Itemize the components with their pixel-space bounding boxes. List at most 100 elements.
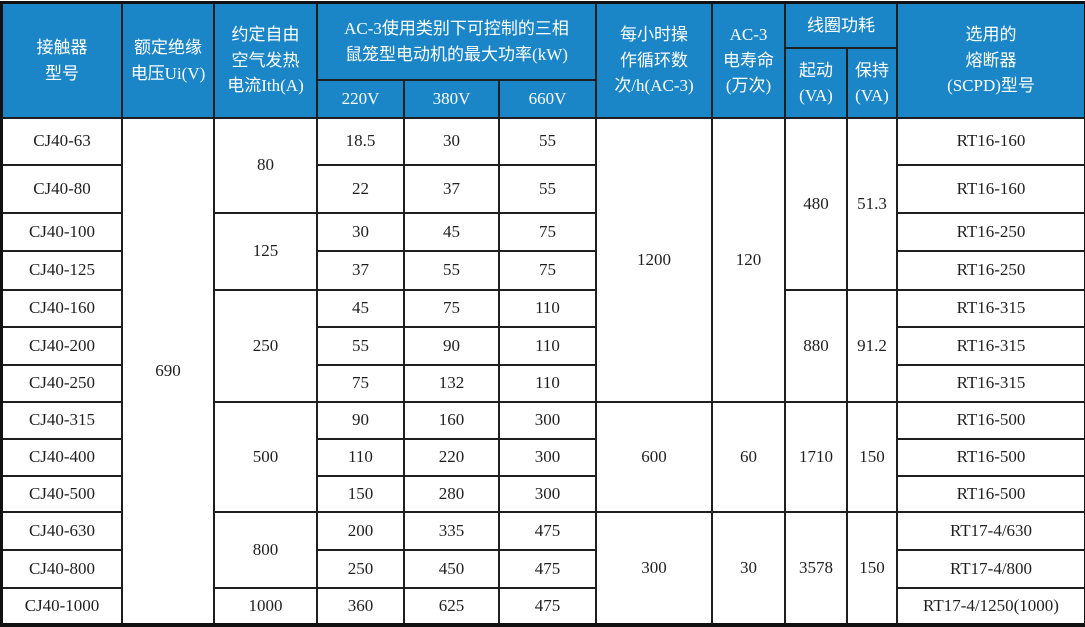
body-cell-cycles-600: 600 — [597, 403, 711, 511]
body-cell-p220-r1: 18.5 — [318, 119, 403, 164]
body-cell-ith-800: 800 — [215, 513, 316, 587]
body-cell-ui-voltage-690: 690 — [123, 119, 213, 623]
body-cell-p380-r13: 625 — [405, 589, 498, 623]
body-cell-fuse-r2: RT16-160 — [898, 166, 1084, 212]
body-cell-p220-r4: 37 — [318, 252, 403, 289]
body-cell-model-cj40-1000: CJ40-1000 — [3, 589, 121, 623]
body-cell-model-cj40-500: CJ40-500 — [3, 477, 121, 511]
body-cell-p380-r6: 90 — [405, 328, 498, 364]
body-cell-fuse-r1: RT16-160 — [898, 119, 1084, 164]
body-cell-p220-r2: 22 — [318, 166, 403, 212]
body-cell-fuse-r3: RT16-250 — [898, 214, 1084, 250]
header-cell-col-380v: 380V — [405, 81, 498, 117]
body-cell-pickup-1710: 1710 — [786, 403, 846, 511]
body-cell-p220-r10: 150 — [318, 477, 403, 511]
body-cell-p380-r3: 45 — [405, 214, 498, 250]
body-cell-ith-1000: 1000 — [215, 589, 316, 623]
body-cell-p660-r10: 300 — [500, 477, 595, 511]
body-cell-pickup-3578: 3578 — [786, 513, 846, 623]
body-cell-hold-91-2: 91.2 — [848, 291, 896, 401]
body-cell-life-30: 30 — [713, 513, 784, 623]
body-cell-cycles-1200: 1200 — [597, 119, 711, 401]
body-cell-p220-r5: 45 — [318, 291, 403, 326]
header-cell-col-220v: 220V — [318, 81, 403, 117]
body-cell-model-cj40-800: CJ40-800 — [3, 551, 121, 587]
body-cell-p660-r9: 300 — [500, 440, 595, 475]
body-cell-p660-r8: 300 — [500, 403, 595, 438]
body-cell-p220-r3: 30 — [318, 214, 403, 250]
body-cell-p220-r11: 200 — [318, 513, 403, 549]
header-cell-col-660v: 660V — [500, 81, 595, 117]
header-cell-col-ac3-max-motor-power: AC-3使用类别下可控制的三相 鼠笼型电动机的最大功率(kW) — [318, 4, 595, 79]
header-cell-col-rated-insulation-voltage: 额定绝缘 电压Ui(V) — [123, 4, 213, 117]
body-cell-p220-r13: 360 — [318, 589, 403, 623]
header-cell-col-recommended-fuse: 选用的 熔断器 (SCPD)型号 — [898, 4, 1084, 117]
body-cell-model-cj40-63: CJ40-63 — [3, 119, 121, 164]
body-cell-model-cj40-80: CJ40-80 — [3, 166, 121, 212]
body-cell-fuse-r13: RT17-4/1250(1000) — [898, 589, 1084, 623]
body-cell-fuse-r9: RT16-500 — [898, 440, 1084, 475]
body-cell-p220-r7: 75 — [318, 366, 403, 401]
header-cell-col-operating-cycles-per-hour: 每小时操 作循环数 次/h(AC-3) — [597, 4, 711, 117]
body-cell-p660-r5: 110 — [500, 291, 595, 326]
body-cell-p220-r6: 55 — [318, 328, 403, 364]
body-cell-fuse-r5: RT16-315 — [898, 291, 1084, 326]
body-cell-p660-r12: 475 — [500, 551, 595, 587]
body-cell-fuse-r6: RT16-315 — [898, 328, 1084, 364]
body-cell-p380-r8: 160 — [405, 403, 498, 438]
body-cell-p660-r7: 110 — [500, 366, 595, 401]
body-cell-hold-150-b: 150 — [848, 513, 896, 623]
body-cell-p380-r4: 55 — [405, 252, 498, 289]
body-cell-model-cj40-200: CJ40-200 — [3, 328, 121, 364]
body-cell-p660-r11: 475 — [500, 513, 595, 549]
body-cell-p380-r10: 280 — [405, 477, 498, 511]
body-cell-pickup-880: 880 — [786, 291, 846, 401]
body-cell-p380-r1: 30 — [405, 119, 498, 164]
body-cell-model-cj40-125: CJ40-125 — [3, 252, 121, 289]
body-cell-model-cj40-400: CJ40-400 — [3, 440, 121, 475]
body-cell-life-120: 120 — [713, 119, 784, 401]
body-cell-ith-125: 125 — [215, 214, 316, 289]
body-cell-p220-r8: 90 — [318, 403, 403, 438]
body-cell-p220-r12: 250 — [318, 551, 403, 587]
body-cell-fuse-r8: RT16-500 — [898, 403, 1084, 438]
body-cell-fuse-r10: RT16-500 — [898, 477, 1084, 511]
body-cell-p380-r9: 220 — [405, 440, 498, 475]
body-cell-p660-r2: 55 — [500, 166, 595, 212]
body-cell-p660-r13: 475 — [500, 589, 595, 623]
body-cell-life-60: 60 — [713, 403, 784, 511]
body-cell-ith-500: 500 — [215, 403, 316, 511]
body-cell-p380-r5: 75 — [405, 291, 498, 326]
body-cell-model-cj40-250: CJ40-250 — [3, 366, 121, 401]
header-cell-col-free-air-thermal-current: 约定自由 空气发热 电流Ith(A) — [215, 4, 316, 117]
body-cell-p660-r1: 55 — [500, 119, 595, 164]
header-cell-col-coil-power-consumption: 线圈功耗 — [786, 4, 896, 47]
body-cell-fuse-r12: RT17-4/800 — [898, 551, 1084, 587]
body-cell-model-cj40-160: CJ40-160 — [3, 291, 121, 326]
body-cell-fuse-r11: RT17-4/630 — [898, 513, 1084, 549]
body-cell-ith-250: 250 — [215, 291, 316, 401]
header-cell-col-ac3-electrical-life: AC-3 电寿命 (万次) — [713, 4, 784, 117]
body-cell-p660-r6: 110 — [500, 328, 595, 364]
body-cell-p660-r3: 75 — [500, 214, 595, 250]
body-cell-cycles-300: 300 — [597, 513, 711, 623]
body-cell-hold-150-a: 150 — [848, 403, 896, 511]
body-cell-pickup-480: 480 — [786, 119, 846, 289]
body-cell-model-cj40-315: CJ40-315 — [3, 403, 121, 438]
header-cell-col-contactor-model: 接触器 型号 — [3, 4, 121, 117]
body-cell-p660-r4: 75 — [500, 252, 595, 289]
body-cell-fuse-r4: RT16-250 — [898, 252, 1084, 289]
header-cell-col-coil-pickup-va: 起动 (VA) — [786, 49, 846, 117]
body-cell-p380-r12: 450 — [405, 551, 498, 587]
body-cell-fuse-r7: RT16-315 — [898, 366, 1084, 401]
body-cell-model-cj40-100: CJ40-100 — [3, 214, 121, 250]
body-cell-hold-51-3: 51.3 — [848, 119, 896, 289]
header-cell-col-coil-holding-va: 保持 (VA) — [848, 49, 896, 117]
body-cell-p380-r7: 132 — [405, 366, 498, 401]
body-cell-p380-r11: 335 — [405, 513, 498, 549]
body-cell-p380-r2: 37 — [405, 166, 498, 212]
body-cell-p220-r9: 110 — [318, 440, 403, 475]
body-cell-ith-80: 80 — [215, 119, 316, 212]
body-cell-model-cj40-630: CJ40-630 — [3, 513, 121, 549]
